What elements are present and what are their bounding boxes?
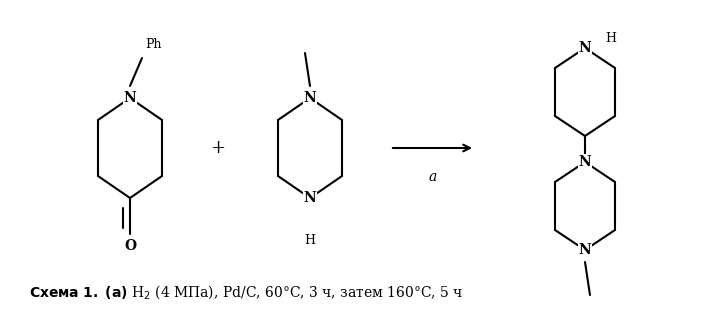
Text: N: N — [579, 243, 592, 257]
Text: O: O — [124, 239, 136, 253]
Text: Ph: Ph — [145, 38, 161, 51]
Text: N: N — [123, 91, 136, 105]
Text: $\mathbf{Схема\ 1.\ (а)\ }$H$_2$ (4 МПа), Pd/C, 60°C, 3 ч, затем 160°C, 5 ч: $\mathbf{Схема\ 1.\ (а)\ }$H$_2$ (4 МПа)… — [29, 283, 463, 301]
Text: a: a — [428, 170, 437, 184]
Text: H: H — [305, 234, 315, 247]
Text: H: H — [605, 31, 616, 44]
Text: N: N — [579, 155, 592, 169]
Text: N: N — [303, 91, 316, 105]
Text: N: N — [579, 41, 592, 55]
Text: +: + — [211, 139, 226, 157]
Text: N: N — [303, 191, 316, 205]
